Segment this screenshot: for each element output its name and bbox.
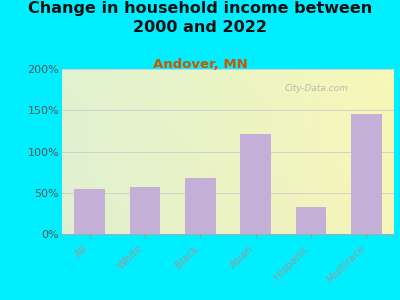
Text: Andover, MN: Andover, MN [153,58,247,71]
Bar [296,207,326,234]
Bar [74,190,105,234]
Bar [130,187,160,234]
Text: City-Data.com: City-Data.com [284,84,348,93]
Bar [185,178,216,234]
Bar [351,113,382,234]
Text: Change in household income between
2000 and 2022: Change in household income between 2000 … [28,2,372,35]
Bar [240,134,271,234]
